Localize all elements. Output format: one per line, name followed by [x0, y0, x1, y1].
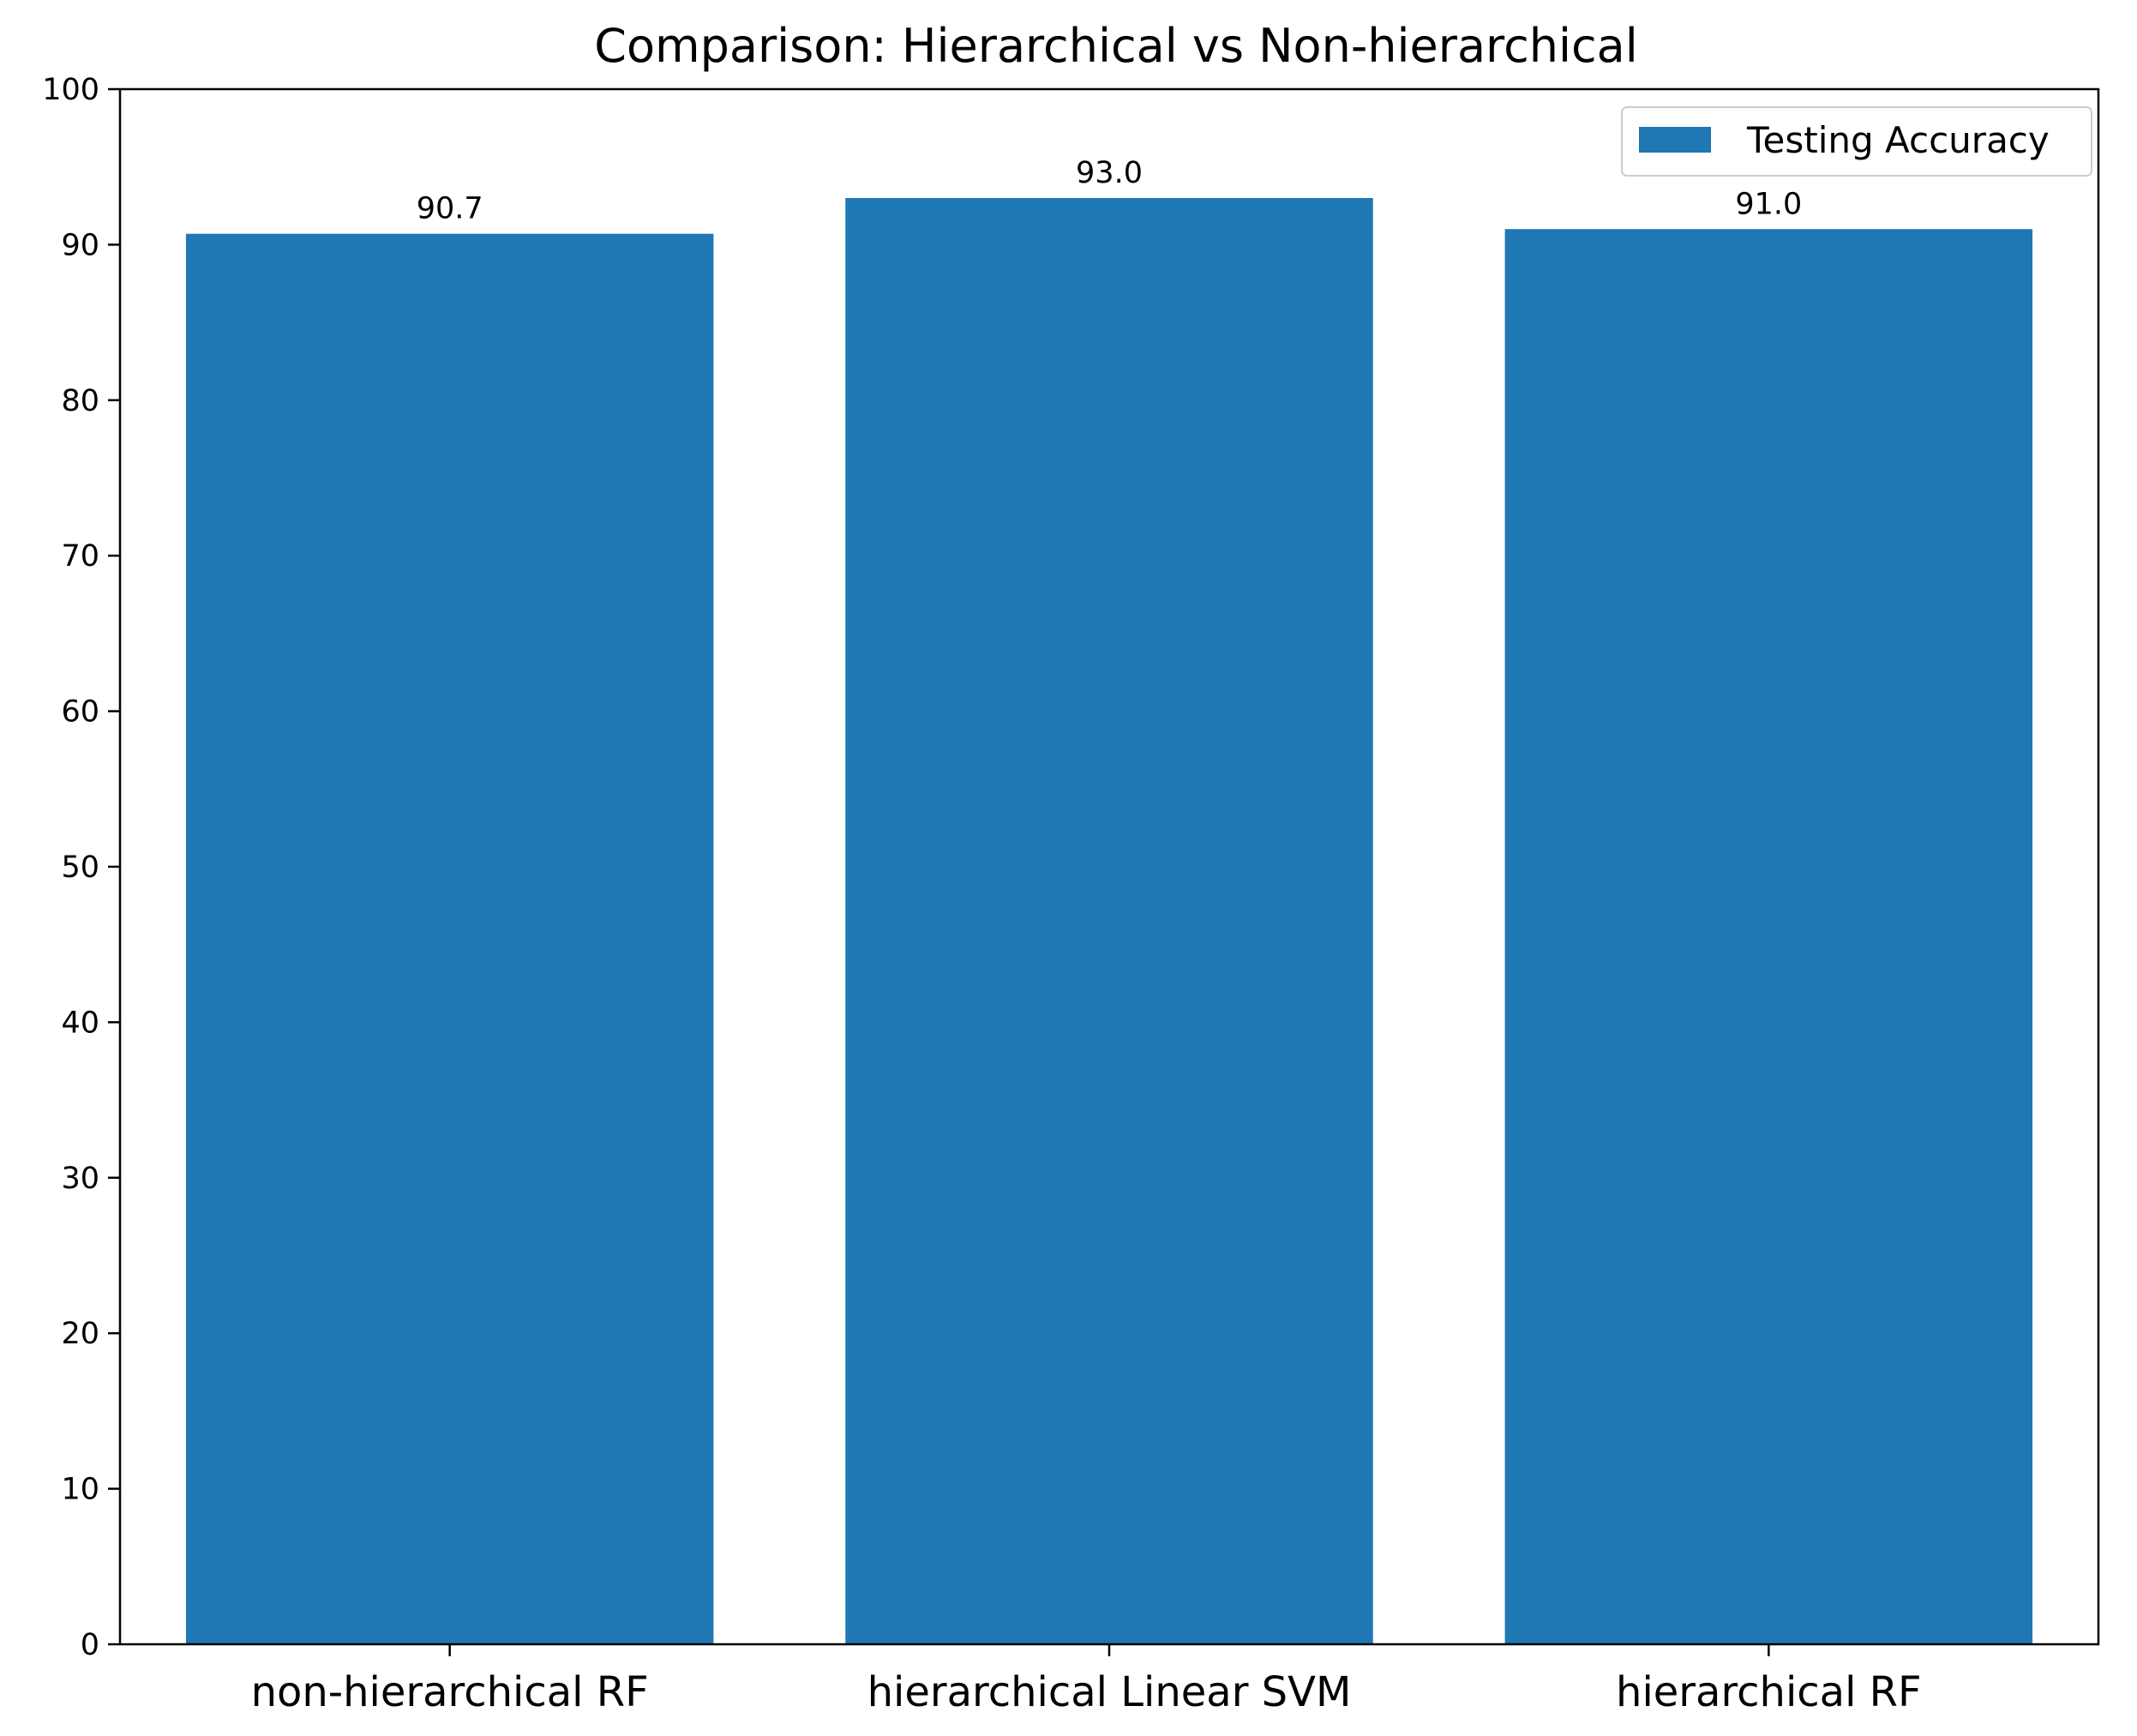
y-tick-label: 40 [61, 1006, 99, 1040]
data-labels-group: 90.7 93.0 91.0 [417, 156, 1803, 226]
data-label: 93.0 [1076, 156, 1143, 190]
bar [845, 197, 1373, 1645]
legend-box [1621, 106, 2092, 177]
x-axis: non-hierarchical RF hierarchical Linear S… [251, 1644, 1922, 1716]
legend: Testing Accuracy [1621, 106, 2092, 177]
y-tick-label: 60 [61, 695, 99, 730]
bars-group [185, 197, 2033, 1645]
data-label: 91.0 [1735, 187, 1802, 221]
x-tick-label: non-hierarchical RF [251, 1668, 649, 1716]
y-tick-label: 50 [61, 850, 99, 885]
y-tick-label: 30 [61, 1162, 99, 1196]
bar [1504, 229, 2033, 1644]
x-tick-label: hierarchical Linear SVM [867, 1668, 1352, 1716]
y-axis: 0 10 20 30 40 50 60 70 80 90 100 [42, 73, 120, 1662]
data-label: 90.7 [417, 192, 483, 226]
plot-frame [118, 87, 2100, 1646]
y-tick-label: 100 [42, 73, 99, 107]
y-tick-label: 10 [61, 1473, 99, 1507]
y-tick-label: 70 [61, 539, 99, 574]
x-tick-label: hierarchical RF [1616, 1668, 1922, 1716]
y-tick-label: 80 [61, 384, 99, 418]
y-tick-label: 0 [81, 1628, 99, 1662]
bar [185, 233, 714, 1644]
y-tick-label: 90 [61, 228, 99, 262]
chart-title: Comparison: Hierarchical vs Non-hierarch… [594, 19, 1638, 73]
y-tick-label: 20 [61, 1317, 99, 1351]
legend-label: Testing Accuracy [1746, 119, 2050, 161]
legend-swatch [1639, 127, 1711, 153]
